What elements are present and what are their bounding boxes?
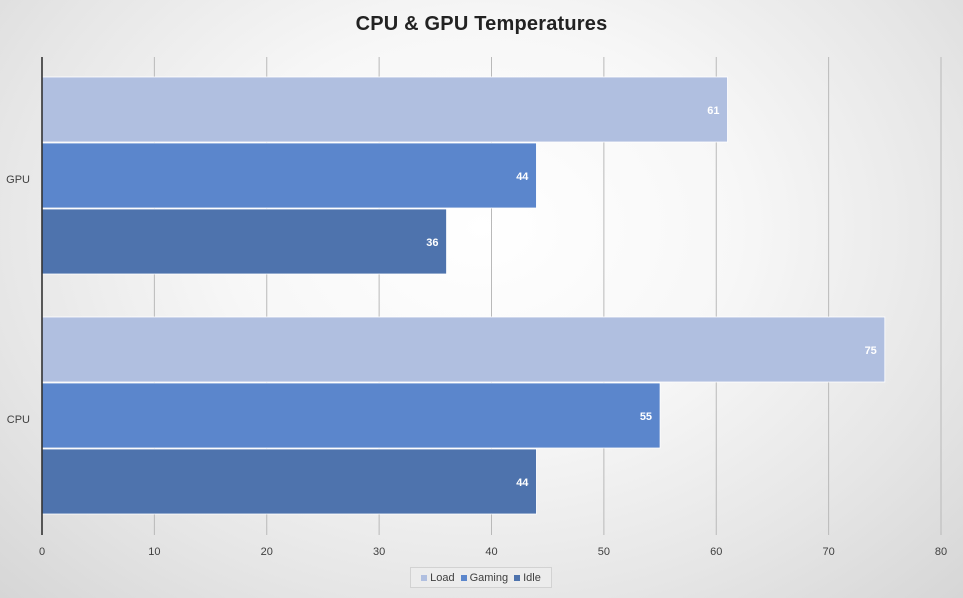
bar-idle-cpu <box>41 448 537 515</box>
x-tick-label: 40 <box>485 546 497 558</box>
bar-idle-gpu <box>41 208 447 275</box>
legend-swatch <box>460 574 467 581</box>
data-label: 44 <box>516 171 529 183</box>
legend-label: Idle <box>523 571 541 584</box>
data-label: 55 <box>640 411 652 423</box>
bar-load-gpu <box>41 76 728 143</box>
bar-gaming-gpu <box>41 142 537 209</box>
x-tick-label: 0 <box>39 546 45 558</box>
legend-label: Load <box>430 571 455 584</box>
legend: Load Gaming Idle <box>410 567 552 588</box>
category-label: GPU <box>6 174 30 186</box>
legend-item-load: Load <box>421 571 455 584</box>
data-label: 44 <box>516 477 529 489</box>
category-label: CPU <box>7 414 30 426</box>
data-label: 36 <box>426 237 438 249</box>
x-tick-label: 80 <box>935 546 947 558</box>
x-tick-label: 10 <box>148 546 160 558</box>
bar-load-cpu <box>41 316 886 383</box>
legend-swatch <box>514 574 521 581</box>
legend-item-idle: Idle <box>514 572 541 584</box>
x-tick-label: 30 <box>373 546 385 558</box>
x-tick-label: 70 <box>823 546 835 558</box>
data-label: 61 <box>707 105 719 117</box>
x-tick-label: 20 <box>261 546 273 558</box>
legend-item-gaming: Gaming <box>460 571 509 584</box>
bar-gaming-cpu <box>41 382 661 449</box>
data-label: 75 <box>865 345 877 357</box>
legend-swatch <box>421 574 428 581</box>
x-tick-label: 50 <box>598 546 610 558</box>
chart-title: CPU & GPU Temperatures <box>355 13 608 35</box>
x-tick-label: 60 <box>710 546 722 558</box>
legend-label: Gaming <box>469 571 509 584</box>
